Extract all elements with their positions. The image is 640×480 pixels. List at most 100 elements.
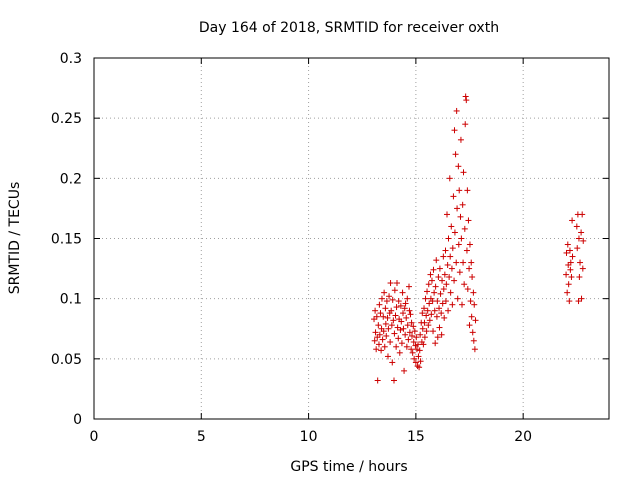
x-tick-label: 20 <box>514 429 532 445</box>
data-point <box>464 187 471 194</box>
data-point <box>427 271 434 278</box>
data-point <box>461 225 468 232</box>
data-point <box>466 241 473 248</box>
data-point <box>373 313 380 320</box>
data-point <box>378 347 385 354</box>
data-point <box>569 253 576 260</box>
data-point <box>436 305 443 312</box>
data-point <box>455 241 462 248</box>
data-point <box>388 307 395 314</box>
x-tick-label: 15 <box>407 429 425 445</box>
data-point <box>470 337 477 344</box>
tick-layer: 0 5 10 15 20 0 0.05 0.1 0.15 0.2 0.25 0.3 <box>51 51 609 445</box>
data-point <box>438 331 445 338</box>
grid-layer <box>94 58 609 419</box>
data-point <box>430 266 437 273</box>
data-point <box>378 295 385 302</box>
data-point <box>396 349 403 356</box>
data-point <box>398 318 405 325</box>
data-point <box>413 334 420 341</box>
data-point <box>406 329 413 336</box>
points-layer <box>371 93 587 384</box>
data-point <box>441 271 448 278</box>
data-point <box>383 332 390 339</box>
data-point <box>566 247 573 254</box>
data-point <box>471 301 478 308</box>
data-point <box>567 266 574 273</box>
data-point <box>416 364 423 371</box>
data-point <box>439 277 446 284</box>
data-point <box>380 313 387 320</box>
data-point <box>377 310 384 317</box>
data-point <box>390 377 397 384</box>
data-point <box>415 353 422 360</box>
data-point <box>389 359 396 366</box>
data-point <box>458 235 465 242</box>
y-tick-label: 0.25 <box>51 111 82 127</box>
data-point <box>436 324 443 331</box>
data-point <box>568 274 575 281</box>
data-point <box>381 289 388 296</box>
data-point <box>423 328 430 335</box>
data-point <box>442 298 449 305</box>
data-point <box>395 335 402 342</box>
data-point <box>421 305 428 312</box>
data-point <box>401 367 408 374</box>
data-point <box>563 249 570 256</box>
data-point <box>471 346 478 353</box>
data-point <box>443 211 450 218</box>
data-point <box>467 298 474 305</box>
data-point <box>565 281 572 288</box>
data-point <box>464 286 471 293</box>
data-point <box>564 241 571 248</box>
data-point <box>403 343 410 350</box>
data-point <box>419 325 426 332</box>
data-point <box>436 265 443 272</box>
data-point <box>406 307 413 314</box>
data-point <box>387 338 394 345</box>
data-point <box>391 330 398 337</box>
data-point <box>376 301 383 308</box>
data-point <box>384 353 391 360</box>
chart-title: Day 164 of 2018, SRMTID for receiver oxt… <box>199 20 499 36</box>
data-point <box>457 213 464 220</box>
data-point <box>447 289 454 296</box>
data-point <box>461 281 468 288</box>
data-point <box>440 253 447 260</box>
y-tick-label: 0.1 <box>60 292 82 308</box>
data-point <box>446 175 453 182</box>
data-point <box>389 296 396 303</box>
x-tick-label: 0 <box>90 429 99 445</box>
data-point <box>419 310 426 317</box>
data-point <box>462 121 469 128</box>
data-point <box>412 342 419 349</box>
data-point <box>374 377 381 384</box>
data-point <box>573 223 580 230</box>
data-point <box>578 295 585 302</box>
data-point <box>371 337 378 344</box>
data-point <box>566 298 573 305</box>
data-point <box>404 295 411 302</box>
data-point <box>421 319 428 326</box>
data-point <box>465 217 472 224</box>
data-point <box>438 310 445 317</box>
data-point <box>440 286 447 293</box>
data-point <box>564 289 571 296</box>
data-point <box>454 295 461 302</box>
data-point <box>424 288 431 295</box>
data-point <box>448 223 455 230</box>
data-point <box>375 341 382 348</box>
data-point <box>439 300 446 307</box>
data-point <box>400 325 407 332</box>
data-point <box>410 338 417 345</box>
data-point <box>428 277 435 284</box>
data-point <box>400 310 406 317</box>
data-point <box>383 298 390 305</box>
data-point <box>372 329 379 336</box>
data-point <box>575 235 582 242</box>
data-point <box>463 97 470 104</box>
data-point <box>577 259 584 266</box>
data-point <box>408 346 415 353</box>
data-point <box>390 317 397 324</box>
